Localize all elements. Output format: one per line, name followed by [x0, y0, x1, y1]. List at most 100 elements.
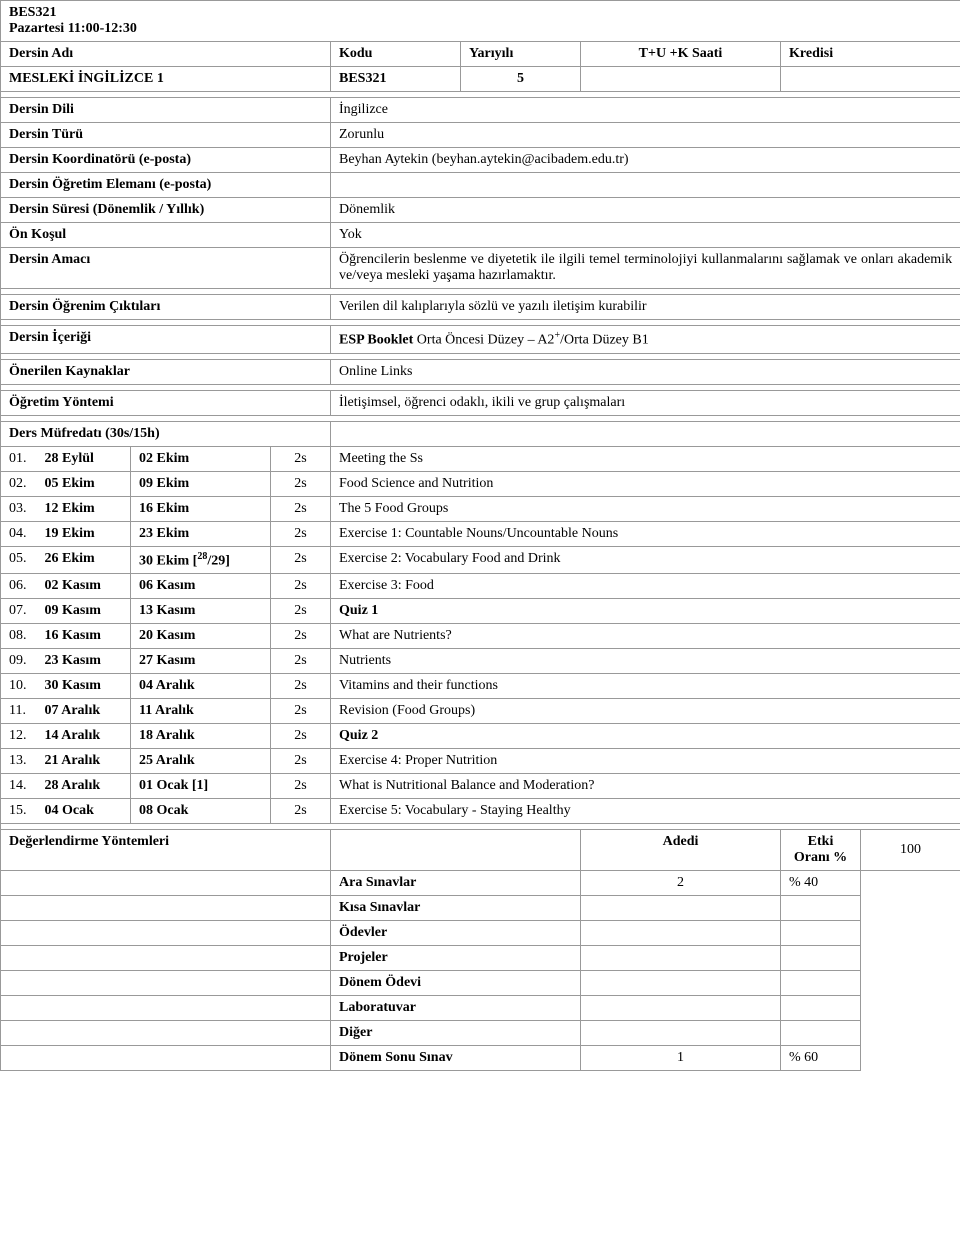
course-hours [581, 67, 781, 92]
assessment-count [581, 896, 781, 921]
assessment-count [581, 946, 781, 971]
week-number: 04. [1, 521, 37, 546]
week-topic: Food Science and Nutrition [331, 471, 960, 496]
week-topic: Exercise 4: Proper Nutrition [331, 749, 960, 774]
week-hours: 2s [271, 624, 331, 649]
label-resources: Önerilen Kaynaklar [1, 359, 331, 384]
assessment-blank-left [1, 871, 331, 896]
week-end: 18 Aralık [131, 724, 271, 749]
info-label: Dersin Koordinatörü (e-posta) [1, 148, 331, 173]
label-semester: Yarıyılı [461, 42, 581, 67]
week-topic: Exercise 5: Vocabulary - Staying Healthy [331, 799, 960, 824]
assessment-blank-left [1, 921, 331, 946]
assessment-name: Projeler [331, 946, 581, 971]
course-schedule: Pazartesi 11:00-12:30 [9, 21, 952, 37]
week-end: 20 Kasım [131, 624, 271, 649]
assessment-blank-left [1, 1021, 331, 1046]
week-start: 02 Kasım [37, 574, 131, 599]
syllabus-table: BES321 Pazartesi 11:00-12:30 Dersin Adı … [0, 0, 960, 1071]
assessment-blank-left [1, 971, 331, 996]
week-number: 15. [1, 799, 37, 824]
week-number: 03. [1, 496, 37, 521]
week-hours: 2s [271, 574, 331, 599]
week-start: 12 Ekim [37, 496, 131, 521]
week-topic: Revision (Food Groups) [331, 699, 960, 724]
week-end: 02 Ekim [131, 446, 271, 471]
label-assessment: Değerlendirme Yöntemleri [1, 830, 331, 871]
assessment-blank-left [1, 1046, 331, 1071]
week-hours: 2s [271, 799, 331, 824]
assessment-count: 1 [581, 1046, 781, 1071]
week-hours: 2s [271, 699, 331, 724]
assessment-blank-left [1, 896, 331, 921]
week-end: 01 Ocak [1] [131, 774, 271, 799]
value-resources: Online Links [331, 359, 960, 384]
label-outcomes: Dersin Öğrenim Çıktıları [1, 295, 331, 320]
assessment-weight [781, 1021, 861, 1046]
course-credit [781, 67, 960, 92]
assessment-name: Dönem Sonu Sınav [331, 1046, 581, 1071]
info-value [331, 173, 960, 198]
week-end: 27 Kasım [131, 649, 271, 674]
assessment-name: Kısa Sınavlar [331, 896, 581, 921]
week-hours: 2s [271, 471, 331, 496]
week-topic: Quiz 1 [331, 599, 960, 624]
info-label: Dersin Süresi (Dönemlik / Yıllık) [1, 198, 331, 223]
info-value: İngilizce [331, 98, 960, 123]
week-number: 08. [1, 624, 37, 649]
info-label: Dersin Amacı [1, 248, 331, 289]
curriculum-title-blank [331, 421, 960, 446]
info-label: Dersin Öğretim Elemanı (e-posta) [1, 173, 331, 198]
week-hours: 2s [271, 749, 331, 774]
week-number: 11. [1, 699, 37, 724]
info-value: Yok [331, 223, 960, 248]
week-hours: 2s [271, 649, 331, 674]
week-end: 08 Ocak [131, 799, 271, 824]
label-hours: T+U +K Saati [581, 42, 781, 67]
week-hours: 2s [271, 674, 331, 699]
week-end: 30 Ekim [28/29] [131, 546, 271, 574]
week-topic: Exercise 1: Countable Nouns/Uncountable … [331, 521, 960, 546]
week-start: 26 Ekim [37, 546, 131, 574]
content-prefix: ESP Booklet [339, 333, 417, 348]
week-hours: 2s [271, 599, 331, 624]
assessment-count [581, 971, 781, 996]
label-course-name: Dersin Adı [1, 42, 331, 67]
content-suffix: Orta Öncesi Düzey – A2 [417, 333, 555, 348]
content-tail: /Orta Düzey B1 [560, 333, 649, 348]
assessment-weight [781, 971, 861, 996]
week-topic: Meeting the Ss [331, 446, 960, 471]
week-topic: Exercise 2: Vocabulary Food and Drink [331, 546, 960, 574]
week-number: 02. [1, 471, 37, 496]
course-header: BES321 Pazartesi 11:00-12:30 [1, 1, 960, 42]
info-value: Beyhan Aytekin (beyhan.aytekin@acibadem.… [331, 148, 960, 173]
week-topic: Exercise 3: Food [331, 574, 960, 599]
assessment-count: 2 [581, 871, 781, 896]
week-topic: Nutrients [331, 649, 960, 674]
week-hours: 2s [271, 724, 331, 749]
assessment-name: Diğer [331, 1021, 581, 1046]
week-start: 30 Kasım [37, 674, 131, 699]
week-start: 23 Kasım [37, 649, 131, 674]
week-topic: Vitamins and their functions [331, 674, 960, 699]
assessment-blank-left [1, 946, 331, 971]
info-label: Ön Koşul [1, 223, 331, 248]
label-weight: Etki Oranı % [781, 830, 861, 871]
week-number: 01. [1, 446, 37, 471]
week-number: 12. [1, 724, 37, 749]
assessment-name: Ara Sınavlar [331, 871, 581, 896]
assessment-blank [331, 830, 581, 871]
week-end: 23 Ekim [131, 521, 271, 546]
week-topic: What is Nutritional Balance and Moderati… [331, 774, 960, 799]
week-topic: The 5 Food Groups [331, 496, 960, 521]
assessment-total: 100 [861, 830, 960, 871]
week-number: 13. [1, 749, 37, 774]
week-end: 13 Kasım [131, 599, 271, 624]
week-end: 25 Aralık [131, 749, 271, 774]
week-topic: Quiz 2 [331, 724, 960, 749]
week-end: 06 Kasım [131, 574, 271, 599]
assessment-weight [781, 996, 861, 1021]
week-number: 06. [1, 574, 37, 599]
week-number: 14. [1, 774, 37, 799]
label-credit: Kredisi [781, 42, 960, 67]
